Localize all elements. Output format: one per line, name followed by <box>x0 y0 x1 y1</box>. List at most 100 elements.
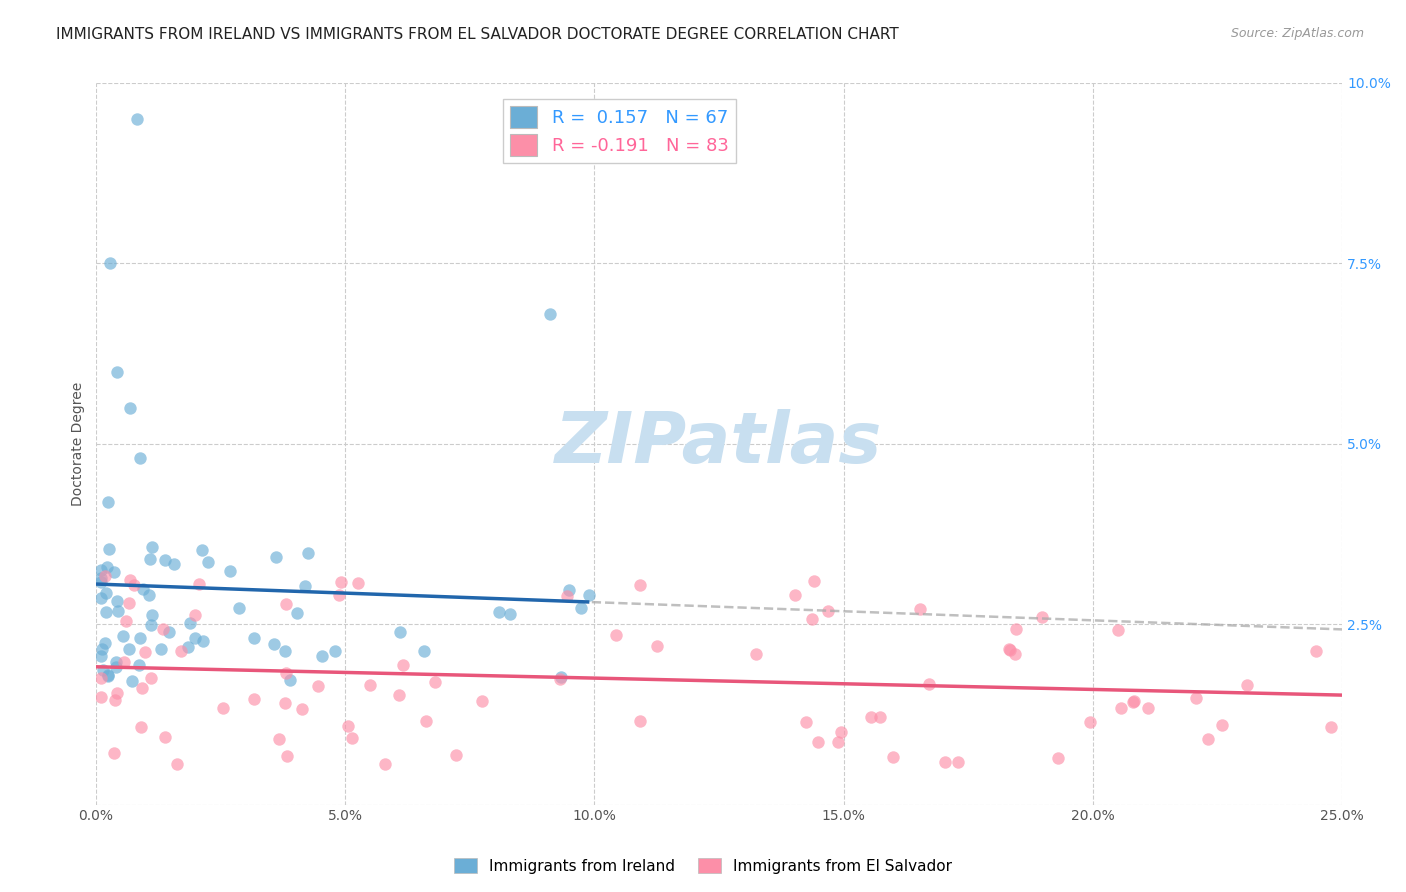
Point <box>1236 678 1258 692</box>
Point <box>274 597 297 611</box>
Point <box>90 575 112 590</box>
Point <box>131 681 153 695</box>
Point <box>103 565 125 579</box>
Point <box>548 672 571 686</box>
Point <box>90 690 112 705</box>
Point <box>1122 695 1144 709</box>
Point <box>90 649 112 664</box>
Point <box>1107 623 1129 637</box>
Point <box>1004 647 1026 661</box>
Point <box>359 678 381 692</box>
Point <box>276 665 298 680</box>
Point <box>347 576 370 591</box>
Point <box>111 629 134 643</box>
Point <box>112 655 135 669</box>
Point <box>745 648 768 662</box>
Point <box>645 640 668 654</box>
Point <box>104 692 127 706</box>
Point <box>191 633 214 648</box>
Point <box>323 644 346 658</box>
Point <box>803 574 825 589</box>
Point <box>389 625 412 640</box>
Point <box>149 641 172 656</box>
Point <box>1320 720 1343 734</box>
Point <box>179 616 201 631</box>
Point <box>94 569 117 583</box>
Legend: R =  0.157   N = 67, R = -0.191   N = 83: R = 0.157 N = 67, R = -0.191 N = 83 <box>503 99 735 163</box>
Point <box>128 451 150 466</box>
Point <box>340 731 363 745</box>
Point <box>1305 644 1327 658</box>
Point <box>276 749 298 764</box>
Point <box>1136 700 1159 714</box>
Point <box>571 601 593 615</box>
Point <box>242 631 264 645</box>
Point <box>274 644 297 658</box>
Point <box>557 589 579 603</box>
Point <box>423 675 446 690</box>
Point <box>859 710 882 724</box>
Point <box>538 307 561 321</box>
Point <box>307 679 329 693</box>
Point <box>1123 694 1146 708</box>
Point <box>105 594 128 608</box>
Point <box>138 588 160 602</box>
Point <box>197 556 219 570</box>
Point <box>294 578 316 592</box>
Point <box>337 719 360 733</box>
Point <box>807 735 830 749</box>
Point <box>628 714 651 728</box>
Point <box>264 550 287 565</box>
Point <box>170 644 193 658</box>
Point <box>90 671 112 685</box>
Point <box>785 588 807 602</box>
Point <box>128 658 150 673</box>
Point <box>94 605 117 619</box>
Point <box>917 676 939 690</box>
Point <box>141 671 163 685</box>
Point <box>103 746 125 760</box>
Point <box>499 607 522 621</box>
Point <box>263 637 285 651</box>
Point <box>1005 622 1028 636</box>
Point <box>90 563 112 577</box>
Point <box>121 673 143 688</box>
Point <box>141 607 163 622</box>
Point <box>155 730 177 744</box>
Point <box>98 541 121 556</box>
Text: IMMIGRANTS FROM IRELAND VS IMMIGRANTS FROM EL SALVADOR DOCTORATE DEGREE CORRELAT: IMMIGRANTS FROM IRELAND VS IMMIGRANTS FR… <box>56 27 898 42</box>
Point <box>278 673 301 687</box>
Point <box>374 756 396 771</box>
Point <box>105 365 128 379</box>
Point <box>163 557 186 571</box>
Point <box>228 601 250 615</box>
Point <box>134 645 156 659</box>
Point <box>297 546 319 560</box>
Point <box>105 660 128 674</box>
Point <box>117 596 139 610</box>
Point <box>98 256 121 270</box>
Point <box>132 582 155 596</box>
Point <box>557 582 579 597</box>
Point <box>794 715 817 730</box>
Point <box>90 642 112 657</box>
Point <box>120 574 142 588</box>
Point <box>166 756 188 771</box>
Point <box>183 631 205 645</box>
Point <box>242 691 264 706</box>
Point <box>129 632 152 646</box>
Point <box>267 732 290 747</box>
Point <box>1197 732 1219 747</box>
Point <box>152 622 174 636</box>
Point <box>191 543 214 558</box>
Text: ZIPatlas: ZIPatlas <box>555 409 883 478</box>
Point <box>188 576 211 591</box>
Point <box>120 401 142 415</box>
Point <box>122 578 145 592</box>
Point <box>97 668 120 682</box>
Point <box>105 655 128 669</box>
Point <box>550 670 572 684</box>
Point <box>1078 715 1101 730</box>
Y-axis label: Doctorate Degree: Doctorate Degree <box>72 382 86 506</box>
Point <box>115 614 138 628</box>
